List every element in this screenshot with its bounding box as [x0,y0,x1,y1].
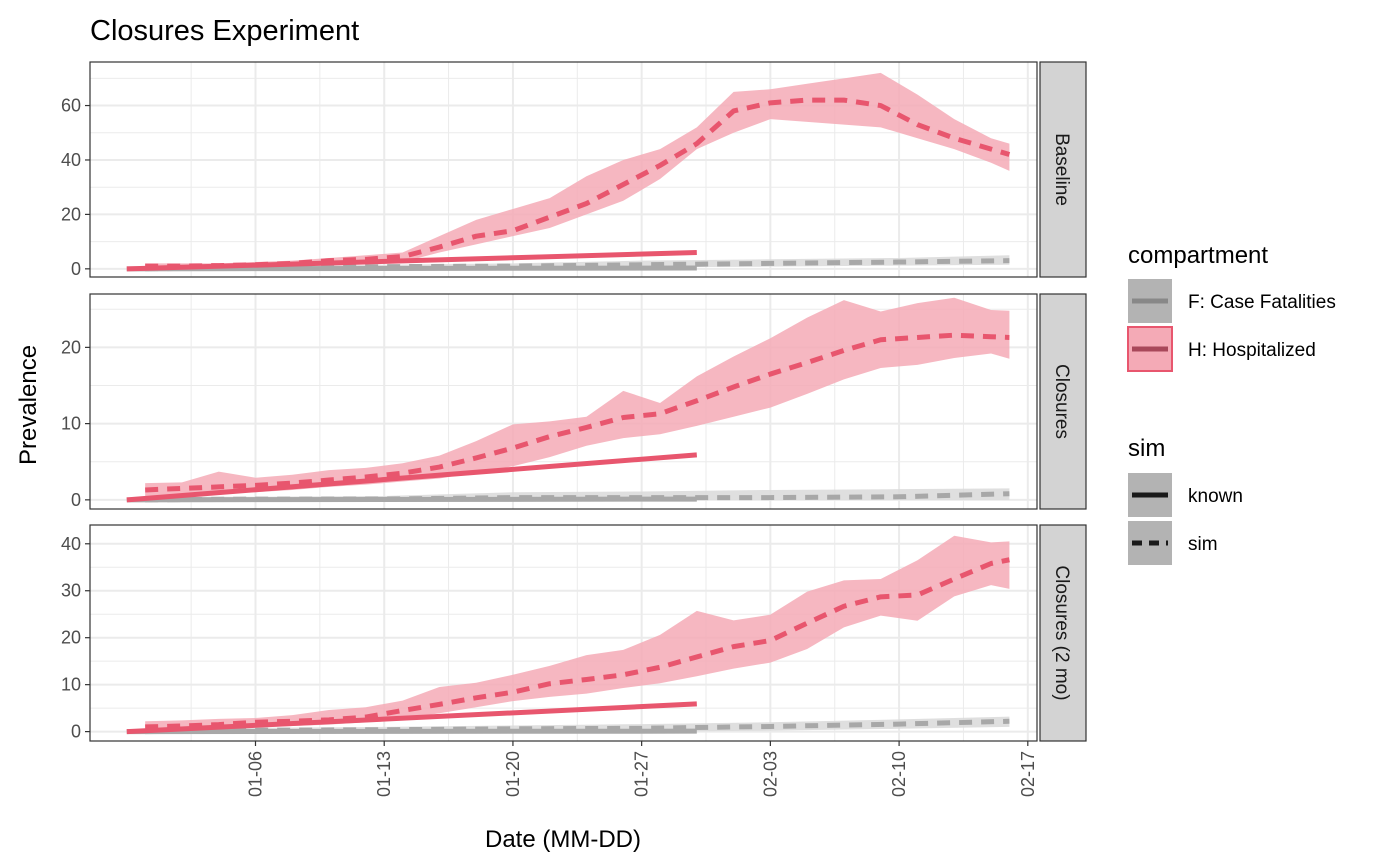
y-tick-label: 0 [71,490,81,510]
line-hospitalized-sim [145,332,1010,493]
legend-label: known [1188,486,1243,507]
x-tick-label: 01-13 [374,751,394,797]
strip [1039,524,1087,742]
panel-1: 0 20 40 60 Baseline [61,61,1087,279]
line-case-fatalities-sim [145,258,1010,272]
y-tick-label: 20 [61,628,81,648]
y-tick-label: 10 [61,414,81,434]
y-tick-label: 20 [61,204,81,224]
x-tick-label: 02-03 [760,751,780,797]
y-tick-label: 0 [71,259,81,279]
y-tick-label: 10 [61,675,81,695]
panel-border [89,524,1038,742]
legend: compartment F: Case Fatalities H: Hospital… [1127,242,1336,565]
x-tick-label: 01-20 [503,751,523,797]
x-tick-label: 02-17 [1018,751,1038,797]
x-axis-label: Date (MM-DD) [485,826,641,853]
y-tick-label: 40 [61,534,81,554]
legend-label: H: Hospitalized [1188,340,1316,361]
legend-label: F: Case Fatalities [1188,292,1336,313]
chart-title: Closures Experiment [90,15,359,47]
panels: 0 20 40 60 Baseline 0 10 20 Closures 0 10 20 30 40 Clo… [61,61,1087,742]
line-case-fatalities-known [126,496,697,503]
panel-border [89,293,1038,510]
strip-label: Closures [1051,364,1072,439]
band-hospitalized [145,535,1010,731]
y-tick-label: 60 [61,96,81,116]
strip-label: Baseline [1051,133,1072,206]
line-hospitalized-sim [145,557,1010,730]
y-tick-label: 40 [61,150,81,170]
legend-title-sim: sim [1128,435,1165,462]
strip [1039,293,1087,510]
y-tick-label: 20 [61,337,81,357]
y-axis-label: Prevalence [15,345,42,465]
y-tick-label: 30 [61,581,81,601]
panel-border [89,61,1038,278]
line-hospitalized-known [126,452,698,503]
panel-background [90,525,1037,741]
legend-title-compartment: compartment [1128,242,1268,269]
x-axis: 01-06 01-13 01-20 01-27 02-03 02-10 02-17 [245,741,1038,797]
x-tick-label: 01-06 [245,751,265,797]
line-hospitalized-known [126,250,697,272]
line-case-fatalities-sim [145,491,1010,503]
line-case-fatalities-known [126,265,697,272]
panel-3: 0 10 20 30 40 Closures (2 mo) [61,524,1087,742]
line-hospitalized-known [126,701,697,735]
y-tick-label: 0 [71,722,81,742]
x-tick-label: 01-27 [632,751,652,797]
line-case-fatalities-sim [145,718,1010,735]
x-tick-label: 02-10 [889,751,909,797]
band-hospitalized [145,297,1010,497]
line-hospitalized-sim [145,97,1011,269]
legend-label: sim [1188,534,1218,555]
panel-2: 0 10 20 Closures [61,293,1087,510]
strip-label: Closures (2 mo) [1051,565,1072,700]
strip [1039,61,1087,278]
